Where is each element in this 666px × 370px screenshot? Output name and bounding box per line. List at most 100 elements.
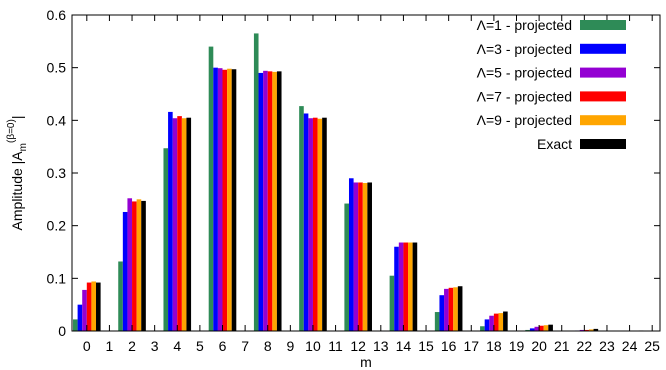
bar-4-series-0 — [163, 148, 169, 331]
bar-14-series-4 — [408, 242, 413, 331]
x-tick-label: 12 — [350, 338, 366, 354]
bar-18-series-0 — [480, 326, 485, 331]
svg-text:Amplitude |Am(β=0)|: Amplitude |Am(β=0)| — [6, 116, 29, 231]
bar-22-series-3 — [584, 329, 589, 331]
bar-20-series-2 — [534, 326, 540, 331]
x-tick-label: 0 — [83, 338, 91, 354]
x-tick-label: 16 — [441, 338, 457, 354]
x-tick-label: 23 — [599, 338, 615, 354]
bar-16-series-2 — [444, 288, 449, 331]
legend-swatch — [580, 20, 626, 30]
y-tick-label: 0.2 — [47, 218, 67, 234]
bar-12-series-1 — [348, 178, 354, 331]
x-tick-label: 9 — [286, 338, 294, 354]
x-tick-label: 22 — [577, 338, 593, 354]
y-axis-label-main: Amplitude |A — [9, 151, 25, 231]
bar-8-series-2 — [263, 70, 268, 331]
axes-frame — [71, 14, 661, 332]
bar-4-series-3 — [177, 116, 182, 332]
y-tick-label: 0.4 — [47, 112, 67, 128]
y-axis-label-end: | — [9, 116, 25, 120]
x-tick-label: 25 — [644, 338, 660, 354]
x-tick-label: 13 — [373, 338, 389, 354]
y-tick-label: 0.5 — [47, 60, 67, 76]
bar-4-series-5 — [186, 117, 192, 331]
bar-0-series-4 — [91, 281, 97, 331]
bar-16-series-4 — [453, 287, 458, 331]
x-tick-label: 24 — [622, 338, 638, 354]
bar-12-series-0 — [344, 203, 349, 331]
legend-swatch — [580, 91, 626, 102]
x-tick-label: 17 — [463, 338, 479, 354]
bar-0-series-5 — [96, 282, 101, 331]
legend-swatch — [580, 115, 626, 126]
bar-14-series-0 — [389, 275, 395, 331]
x-tick-label: 11 — [328, 338, 343, 354]
bar-2-series-4 — [136, 199, 142, 331]
bar-10-series-1 — [303, 113, 309, 332]
bar-8-series-1 — [258, 72, 264, 332]
bar-12-series-2 — [353, 182, 359, 331]
x-tick-label: 3 — [151, 338, 159, 354]
bar-22-series-4 — [588, 329, 594, 331]
bar-0-series-2 — [82, 289, 87, 331]
y-axis-label-sub: m — [18, 143, 29, 151]
bar-16-series-3 — [448, 287, 454, 331]
y-axis-label-sup: (β=0) — [6, 119, 17, 143]
bar-20-series-5 — [548, 324, 553, 331]
bar-18-series-4 — [498, 313, 504, 331]
x-tick-label: 5 — [196, 338, 204, 354]
y-axis-label: Amplitude |Am(β=0)| — [6, 116, 29, 231]
bar-20-series-3 — [539, 325, 544, 331]
x-tick-label: 8 — [264, 338, 272, 354]
bar-6-series-0 — [208, 46, 214, 331]
y-tick-label: 0 — [58, 323, 66, 339]
bar-16-series-0 — [434, 312, 440, 331]
bar-14-series-1 — [394, 246, 399, 331]
bar-8-series-0 — [253, 33, 259, 332]
bar-12-series-5 — [367, 182, 372, 331]
legend: Λ=1 - projected Λ=3 - projected Λ=5 - proj… — [477, 17, 626, 152]
bar-2-series-3 — [132, 201, 137, 331]
legend-label: Λ=9 - projected — [477, 112, 572, 128]
y-tick-label: 0.1 — [47, 270, 67, 286]
x-tick-label: 18 — [486, 338, 502, 354]
bar-8-series-4 — [272, 71, 277, 331]
y-tick-label: 0.6 — [47, 7, 67, 23]
x-tick-label: 2 — [128, 338, 136, 354]
bar-18-series-1 — [484, 319, 490, 331]
bar-2-series-5 — [141, 200, 146, 331]
bar-2-series-2 — [127, 198, 133, 331]
x-tick-label: 1 — [106, 338, 114, 354]
legend-label: Exact — [537, 136, 572, 152]
bar-20-series-0 — [525, 329, 530, 331]
bar-10-series-3 — [312, 117, 318, 331]
bar-6-series-3 — [222, 69, 228, 332]
x-axis-label: m — [360, 354, 372, 370]
legend-swatch — [580, 67, 626, 78]
bar-14-series-5 — [412, 242, 418, 331]
bar-0-series-0 — [73, 319, 78, 331]
bar-4-series-4 — [181, 118, 187, 331]
x-tick-label: 6 — [219, 338, 227, 354]
legend-label: Λ=1 - projected — [477, 17, 572, 33]
x-tick-label: 14 — [396, 338, 412, 354]
x-tick-label: 7 — [241, 338, 249, 354]
bar-22-series-5 — [593, 328, 599, 331]
bar-12-series-4 — [362, 183, 368, 331]
legend-swatch — [580, 43, 626, 54]
bar-14-series-3 — [403, 242, 409, 331]
bar-4-series-2 — [172, 118, 178, 331]
bar-16-series-5 — [457, 286, 463, 331]
x-tick-label: 4 — [173, 338, 181, 354]
bar-16-series-1 — [439, 295, 445, 331]
bar-6-series-1 — [213, 67, 218, 332]
bar-10-series-0 — [299, 106, 304, 331]
bar-18-series-3 — [493, 313, 499, 331]
y-ticks: 0 0.1 0.2 0.3 0.4 0.5 0.6 — [47, 7, 660, 339]
bar-20-series-1 — [529, 328, 535, 331]
bar-2-series-1 — [122, 211, 128, 331]
bar-18-series-2 — [489, 315, 494, 331]
legend-swatch — [580, 139, 626, 149]
x-tick-label: 20 — [531, 338, 547, 354]
